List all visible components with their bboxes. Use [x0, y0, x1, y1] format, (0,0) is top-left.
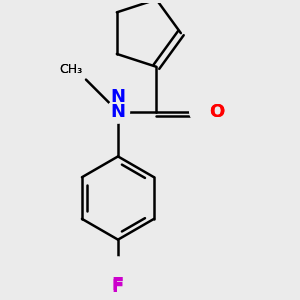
Text: F: F	[112, 276, 124, 294]
Text: N: N	[110, 103, 125, 121]
Text: O: O	[209, 103, 224, 121]
Text: CH₃: CH₃	[60, 63, 83, 76]
Text: CH₃: CH₃	[60, 63, 83, 76]
Text: O: O	[209, 103, 224, 121]
Text: F: F	[112, 278, 124, 296]
Text: N: N	[110, 88, 125, 106]
Circle shape	[106, 100, 130, 123]
Circle shape	[190, 100, 213, 123]
Circle shape	[106, 257, 130, 280]
